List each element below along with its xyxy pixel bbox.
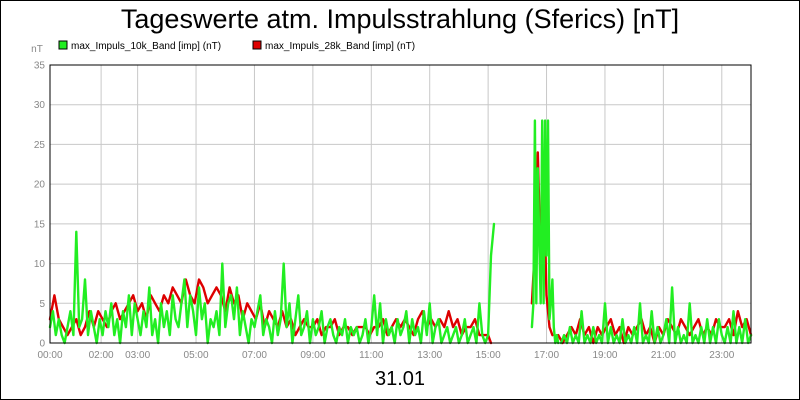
x-tick-label: 13:00 <box>417 350 442 361</box>
y-tick-label: 5 <box>39 299 45 310</box>
legend-swatch <box>58 40 68 50</box>
y-tick-label: 35 <box>34 61 46 72</box>
y-tick-label: 25 <box>34 140 46 151</box>
x-tick-label: 19:00 <box>592 350 617 361</box>
legend-swatch <box>252 40 262 50</box>
y-tick-label: 20 <box>34 180 46 191</box>
x-axis-label: 31.01 <box>374 368 426 390</box>
y-tick-label: 30 <box>34 100 46 111</box>
x-tick-label: 02:00 <box>89 350 114 361</box>
series-line <box>48 222 496 345</box>
x-tick-label: 03:00 <box>125 350 150 361</box>
y-tick-label: 0 <box>39 339 45 350</box>
series-line <box>530 119 560 345</box>
x-tick-label: 05:00 <box>184 350 209 361</box>
x-tick-label: 17:00 <box>534 350 559 361</box>
chart-title: Tageswerte atm. Impulsstrahlung (Sferics… <box>120 4 680 34</box>
series-line <box>559 286 753 345</box>
plot-area-border <box>49 64 752 344</box>
legend-label: max_Impuls_28k_Band [imp] (nT) <box>265 41 415 52</box>
y-tick-label: 10 <box>34 259 46 270</box>
x-tick-label: 21:00 <box>651 350 676 361</box>
y-tick-label: 15 <box>34 219 46 230</box>
x-tick-label: 15:00 <box>476 350 501 361</box>
x-tick-label: 11:00 <box>359 350 384 361</box>
x-tick-label: 07:00 <box>242 350 267 361</box>
y-axis-label: nT <box>31 44 43 55</box>
x-tick-label: 09:00 <box>300 350 325 361</box>
legend-label: max_Impuls_10k_Band [imp] (nT) <box>71 41 221 52</box>
x-tick-label: 23:00 <box>709 350 734 361</box>
x-tick-label: 00:00 <box>37 350 62 361</box>
